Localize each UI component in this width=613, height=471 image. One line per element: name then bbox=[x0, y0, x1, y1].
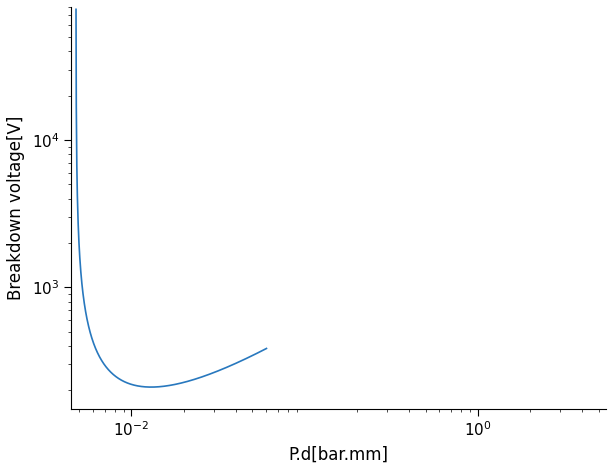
Y-axis label: Breakdown voltage[V]: Breakdown voltage[V] bbox=[7, 115, 25, 300]
X-axis label: P.d[bar.mm]: P.d[bar.mm] bbox=[289, 446, 389, 464]
